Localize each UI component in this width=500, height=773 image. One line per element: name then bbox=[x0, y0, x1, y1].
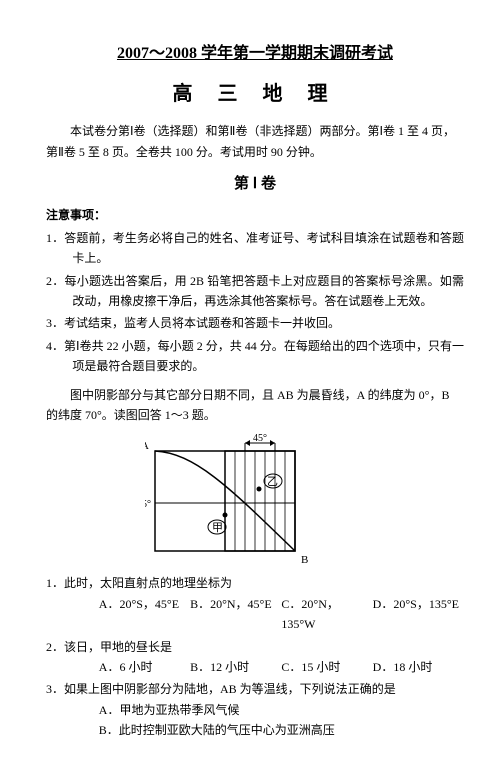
option: D．20°S，135°E bbox=[373, 594, 464, 635]
question-item: 3．如果上图中阴影部分为陆地，AB 为等温线，下列说法正确的是 A．甲地为亚热带… bbox=[46, 679, 464, 740]
svg-text:A: A bbox=[145, 440, 149, 452]
question-text: 如果上图中阴影部分为陆地，AB 为等温线，下列说法正确的是 bbox=[64, 682, 396, 696]
svg-text:45°: 45° bbox=[253, 433, 267, 444]
notice-item: 2．每小题选出答案后，用 2B 铅笔把答题卡上对应题目的答案标号涂黑。如需改动，… bbox=[46, 271, 464, 312]
svg-text:乙: 乙 bbox=[267, 475, 278, 488]
svg-text:甲: 甲 bbox=[212, 522, 223, 534]
question-item: 1．此时，太阳直射点的地理坐标为 A．20°S，45°E B．20°N，45°E… bbox=[46, 573, 464, 634]
option: B．此时控制亚欧大陆的气压中心为亚洲高压 bbox=[72, 720, 464, 740]
option: A．甲地为亚热带季风气候 bbox=[72, 700, 464, 720]
svg-text:B: B bbox=[301, 554, 308, 563]
question-group-stem: 图中阴影部分与其它部分日期不同，且 AB 为晨昏线，A 的纬度为 0°，B 的纬… bbox=[46, 385, 464, 426]
svg-text:35°: 35° bbox=[145, 499, 151, 510]
question-number: 1． bbox=[46, 576, 64, 590]
option: A．20°S，45°E bbox=[99, 594, 190, 635]
notice-list: 1．答题前，考生务必将自己的姓名、准考证号、考试科目填涂在试题卷和答题卡上。 2… bbox=[46, 228, 464, 377]
option: C．20°N，135°W bbox=[281, 594, 372, 635]
notice-item: 3．考试结束，监考人员将本试题卷和答题卡一并收回。 bbox=[46, 313, 464, 333]
question-number: 2． bbox=[46, 640, 64, 654]
question-text: 该日，甲地的昼长是 bbox=[64, 640, 172, 654]
subject-heading: 高 三 地 理 bbox=[46, 77, 464, 111]
question-text: 此时，太阳直射点的地理坐标为 bbox=[64, 576, 232, 590]
intro-paragraph: 本试卷分第Ⅰ卷（选择题）和第Ⅱ卷（非选择题）两部分。第Ⅰ卷 1 至 4 页，第Ⅱ… bbox=[46, 121, 464, 162]
notice-heading: 注意事项： bbox=[46, 205, 464, 225]
option: B．20°N，45°E bbox=[190, 594, 281, 635]
option: C．15 小时 bbox=[281, 657, 372, 677]
notice-item: 4．第Ⅰ卷共 22 小题，每小题 2 分，共 44 分。在每题给出的四个选项中，… bbox=[46, 336, 464, 377]
page-title: 2007～2008 学年第一学期期末调研考试 bbox=[117, 45, 393, 62]
question-list: 1．此时，太阳直射点的地理坐标为 A．20°S，45°E B．20°N，45°E… bbox=[46, 573, 464, 740]
question-number: 3． bbox=[46, 682, 64, 696]
part-1-title: 第 Ⅰ 卷 bbox=[46, 172, 464, 198]
option: D．18 小时 bbox=[373, 657, 464, 677]
question-item: 2．该日，甲地的昼长是 A．6 小时 B．12 小时 C．15 小时 D．18 … bbox=[46, 637, 464, 678]
option: B．12 小时 bbox=[190, 657, 281, 677]
notice-item: 1．答题前，考生务必将自己的姓名、准考证号、考试科目填涂在试题卷和答题卡上。 bbox=[46, 228, 464, 269]
option: A．6 小时 bbox=[99, 657, 190, 677]
diagram-figure: 35° 45° A B 甲 乙 bbox=[145, 433, 365, 563]
